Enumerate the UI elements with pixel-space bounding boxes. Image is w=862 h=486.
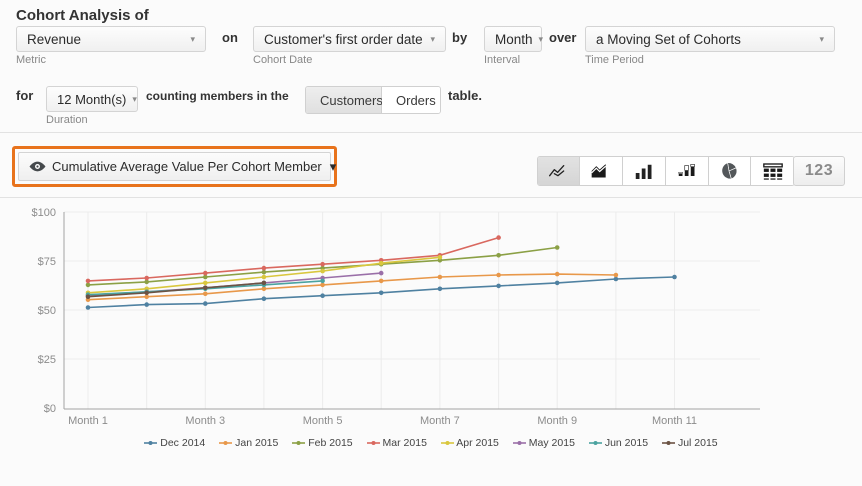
svg-text:Month 11: Month 11 (652, 415, 697, 427)
svg-text:$100: $100 (32, 208, 56, 219)
svg-text:Month 3: Month 3 (185, 415, 225, 427)
svg-text:$75: $75 (38, 256, 56, 268)
svg-text:Month 9: Month 9 (537, 415, 577, 427)
svg-text:$0: $0 (44, 403, 56, 415)
svg-text:$25: $25 (38, 354, 56, 366)
svg-text:Month 1: Month 1 (68, 415, 108, 427)
svg-text:Month 7: Month 7 (420, 415, 460, 427)
svg-text:$50: $50 (38, 305, 56, 317)
svg-text:Month 5: Month 5 (303, 415, 343, 427)
